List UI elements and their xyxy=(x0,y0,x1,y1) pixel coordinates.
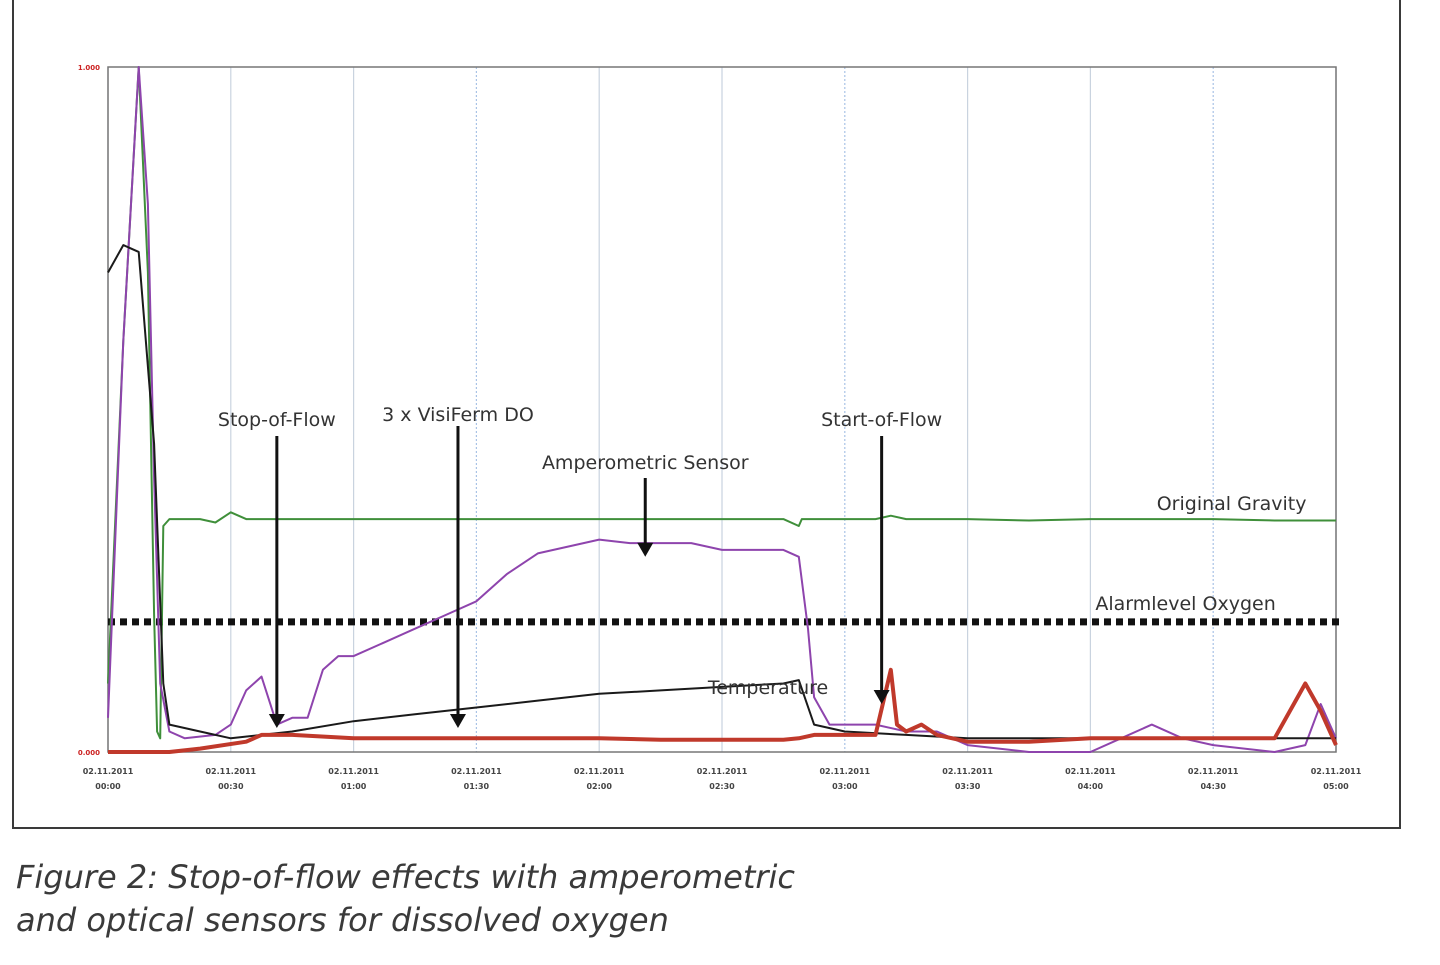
x-axis-ticks: 02.11.2011 00:00 02.11.2011 00:30 02.11.2011… xyxy=(83,767,1362,791)
x-tick-date: 02.11.2011 xyxy=(574,767,625,776)
annotation-start-of-flow: Start-of-Flow xyxy=(821,409,942,431)
x-tick-date: 02.11.2011 xyxy=(1188,767,1239,776)
x-tick-date: 02.11.2011 xyxy=(205,767,256,776)
series-line-3-x-visiferm-do xyxy=(108,667,1338,754)
y-axis: 1.000 0.000 xyxy=(78,64,100,757)
x-tick-time: 03:00 xyxy=(832,782,858,791)
series-line-original-gravity xyxy=(107,66,1336,740)
y-tick-label-bottom: 0.000 xyxy=(78,749,100,757)
x-tick-time: 00:00 xyxy=(95,782,121,791)
x-tick-time: 04:30 xyxy=(1200,782,1226,791)
series-line-temperature xyxy=(107,244,1336,740)
y-tick-label-top: 1.000 xyxy=(78,64,100,72)
annotation-3-x-visiferm-do: 3 x VisiFerm DO xyxy=(382,404,534,426)
plot-area-border xyxy=(107,66,1337,753)
x-tick-date: 02.11.2011 xyxy=(83,767,134,776)
annotation-arrow-3-x-visiferm-do-head xyxy=(449,714,466,729)
x-tick-time: 01:00 xyxy=(341,782,367,791)
x-tick-date: 02.11.2011 xyxy=(819,767,870,776)
caption-line-2: and optical sensors for dissolved oxygen xyxy=(16,901,669,939)
x-tick-time: 03:30 xyxy=(955,782,981,791)
x-tick-time: 02:00 xyxy=(586,782,612,791)
x-tick-date: 02.11.2011 xyxy=(697,767,748,776)
annotation-amperometric-sensor: Amperometric Sensor xyxy=(542,452,749,474)
x-tick-time: 05:00 xyxy=(1323,782,1349,791)
figure-caption: Figure 2: Stop-of-flow effects with ampe… xyxy=(16,856,1116,942)
label-temperature: Temperature xyxy=(707,677,828,699)
annotation-arrow-stop-of-flow-head xyxy=(268,714,285,729)
annotation-arrow-amperometric-sensor-head xyxy=(637,542,654,557)
annotation-arrow-start-of-flow-head xyxy=(873,690,890,705)
x-tick-time: 02:30 xyxy=(709,782,735,791)
series-line-amperometric-sensor xyxy=(107,66,1337,753)
x-tick-time: 04:00 xyxy=(1078,782,1104,791)
caption-line-1: Figure 2: Stop-of-flow effects with ampe… xyxy=(16,858,796,896)
x-tick-date: 02.11.2011 xyxy=(1065,767,1116,776)
series-layer xyxy=(107,66,1338,754)
figure-frame xyxy=(12,0,1401,829)
x-tick-time: 00:30 xyxy=(218,782,244,791)
x-tick-time: 01:30 xyxy=(464,782,490,791)
x-tick-date: 02.11.2011 xyxy=(942,767,993,776)
label-alarmlevel-oxygen: Alarmlevel Oxygen xyxy=(1095,593,1275,615)
x-tick-date: 02.11.2011 xyxy=(451,767,502,776)
x-tick-date: 02.11.2011 xyxy=(328,767,379,776)
annotation-layer: Stop-of-Flow 3 x VisiFerm DO Amperometric … xyxy=(218,404,1307,729)
label-original-gravity: Original Gravity xyxy=(1157,493,1307,515)
x-tick-date: 02.11.2011 xyxy=(1311,767,1362,776)
annotation-stop-of-flow: Stop-of-Flow xyxy=(218,409,336,431)
